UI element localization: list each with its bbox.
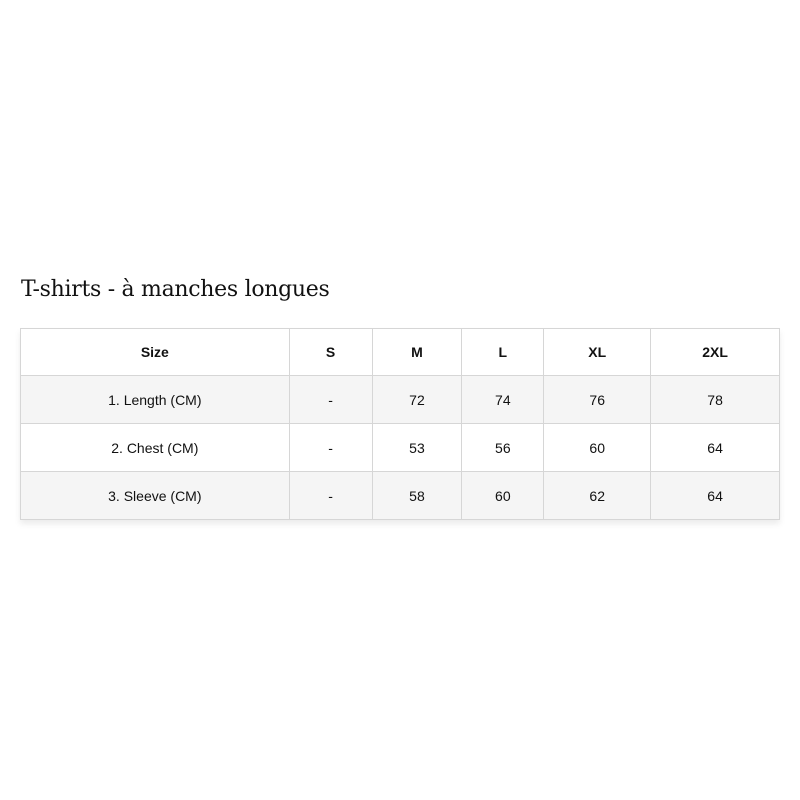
table-cell: 76 — [543, 375, 652, 424]
table-cell: 62 — [543, 471, 652, 520]
header-cell: S — [288, 328, 373, 376]
size-chart-table: Size S M L XL 2XL 1. Length (CM) - 72 74… — [20, 328, 780, 520]
table-cell: 72 — [371, 375, 463, 424]
header-row: Size S M L XL 2XL — [20, 328, 780, 376]
table-cell: 2. Chest (CM) — [20, 423, 290, 472]
header-cell: M — [371, 328, 463, 376]
table-cell: 60 — [461, 471, 545, 520]
table-cell: - — [288, 471, 373, 520]
table-row: 1. Length (CM) - 72 74 76 78 — [20, 375, 780, 424]
table-cell: 78 — [650, 375, 780, 424]
table-cell: 58 — [371, 471, 463, 520]
page-title: T-shirts - à manches longues — [21, 277, 330, 302]
table-cell: 3. Sleeve (CM) — [20, 471, 290, 520]
header-cell: XL — [543, 328, 652, 376]
header-cell: L — [461, 328, 545, 376]
table-cell: 64 — [650, 471, 780, 520]
table-cell: 74 — [461, 375, 545, 424]
table-cell: 53 — [371, 423, 463, 472]
table-row: 2. Chest (CM) - 53 56 60 64 — [20, 423, 780, 472]
table-cell: 56 — [461, 423, 545, 472]
table-cell: - — [288, 423, 373, 472]
header-cell: Size — [20, 328, 290, 376]
table-cell: 64 — [650, 423, 780, 472]
header-cell: 2XL — [650, 328, 780, 376]
table-cell: - — [288, 375, 373, 424]
table-cell: 1. Length (CM) — [20, 375, 290, 424]
table-cell: 60 — [543, 423, 652, 472]
table-row: 3. Sleeve (CM) - 58 60 62 64 — [20, 471, 780, 520]
